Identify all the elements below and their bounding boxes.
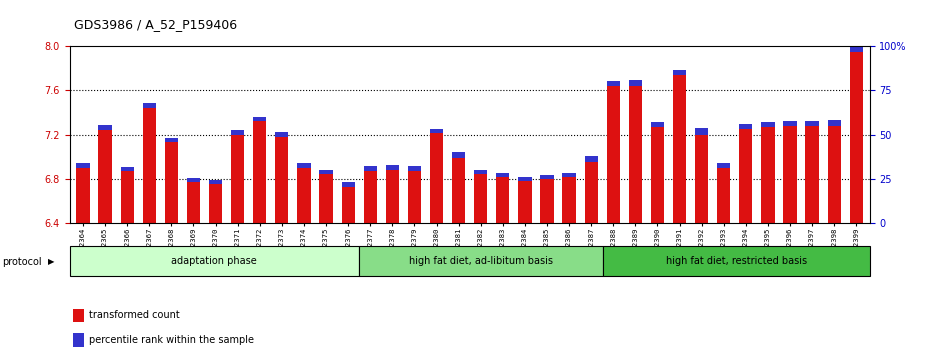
Bar — [209, 180, 222, 184]
Text: GDS3986 / A_52_P159406: GDS3986 / A_52_P159406 — [74, 18, 237, 31]
Bar — [695, 129, 709, 135]
Bar — [695, 135, 709, 223]
Bar — [70, 246, 359, 276]
Bar — [518, 181, 532, 223]
Bar — [474, 174, 487, 223]
Bar — [783, 121, 797, 126]
Bar — [651, 122, 664, 127]
Bar — [563, 177, 576, 223]
Text: protocol: protocol — [2, 257, 42, 267]
Bar — [805, 121, 818, 126]
Bar — [540, 179, 553, 223]
Bar — [673, 70, 686, 75]
Bar — [209, 184, 222, 223]
Bar — [298, 168, 311, 223]
Bar — [275, 137, 288, 223]
Bar — [407, 171, 421, 223]
Bar — [651, 127, 664, 223]
Bar — [452, 158, 465, 223]
Bar — [364, 171, 377, 223]
Bar — [603, 246, 870, 276]
Bar — [253, 116, 266, 121]
Bar — [762, 122, 775, 127]
Bar — [717, 168, 730, 223]
Bar — [386, 165, 399, 170]
Bar — [606, 81, 620, 86]
Bar — [359, 246, 603, 276]
Text: transformed count: transformed count — [89, 310, 180, 320]
Bar — [231, 130, 245, 135]
Bar — [850, 47, 863, 52]
Text: high fat diet, restricted basis: high fat diet, restricted basis — [666, 256, 807, 266]
Bar — [76, 163, 89, 168]
Bar — [430, 129, 443, 133]
Bar — [585, 162, 598, 223]
Bar — [629, 80, 642, 86]
Bar — [231, 135, 245, 223]
Bar — [364, 166, 377, 171]
Bar — [165, 138, 178, 142]
Bar — [99, 125, 112, 130]
Text: high fat diet, ad-libitum basis: high fat diet, ad-libitum basis — [409, 256, 552, 266]
Text: percentile rank within the sample: percentile rank within the sample — [89, 335, 254, 345]
Bar — [762, 127, 775, 223]
Bar — [319, 170, 333, 174]
Bar — [452, 152, 465, 158]
Bar — [99, 130, 112, 223]
Bar — [275, 132, 288, 137]
Bar — [828, 120, 841, 126]
Bar — [783, 126, 797, 223]
Bar — [341, 182, 354, 187]
Bar — [629, 86, 642, 223]
Bar — [142, 108, 156, 223]
Bar — [805, 126, 818, 223]
Bar — [121, 171, 134, 223]
Bar — [386, 170, 399, 223]
Bar — [165, 142, 178, 223]
Bar — [606, 86, 620, 223]
Bar — [739, 124, 752, 129]
Bar — [717, 163, 730, 168]
Bar — [474, 170, 487, 174]
Bar — [407, 166, 421, 171]
Bar — [497, 173, 510, 177]
Bar — [319, 174, 333, 223]
Bar — [739, 129, 752, 223]
Text: ▶: ▶ — [48, 257, 55, 267]
Bar — [585, 156, 598, 162]
Bar — [298, 163, 311, 168]
Bar — [540, 175, 553, 179]
Bar — [76, 168, 89, 223]
Bar — [121, 167, 134, 171]
Bar — [341, 187, 354, 223]
Bar — [187, 178, 200, 182]
Bar — [850, 52, 863, 223]
Bar — [497, 177, 510, 223]
Bar — [430, 133, 443, 223]
Bar — [673, 75, 686, 223]
Bar — [253, 121, 266, 223]
Text: adaptation phase: adaptation phase — [171, 256, 257, 266]
Bar — [187, 182, 200, 223]
Bar — [563, 173, 576, 177]
Bar — [142, 103, 156, 108]
Bar — [828, 126, 841, 223]
Bar — [518, 177, 532, 181]
